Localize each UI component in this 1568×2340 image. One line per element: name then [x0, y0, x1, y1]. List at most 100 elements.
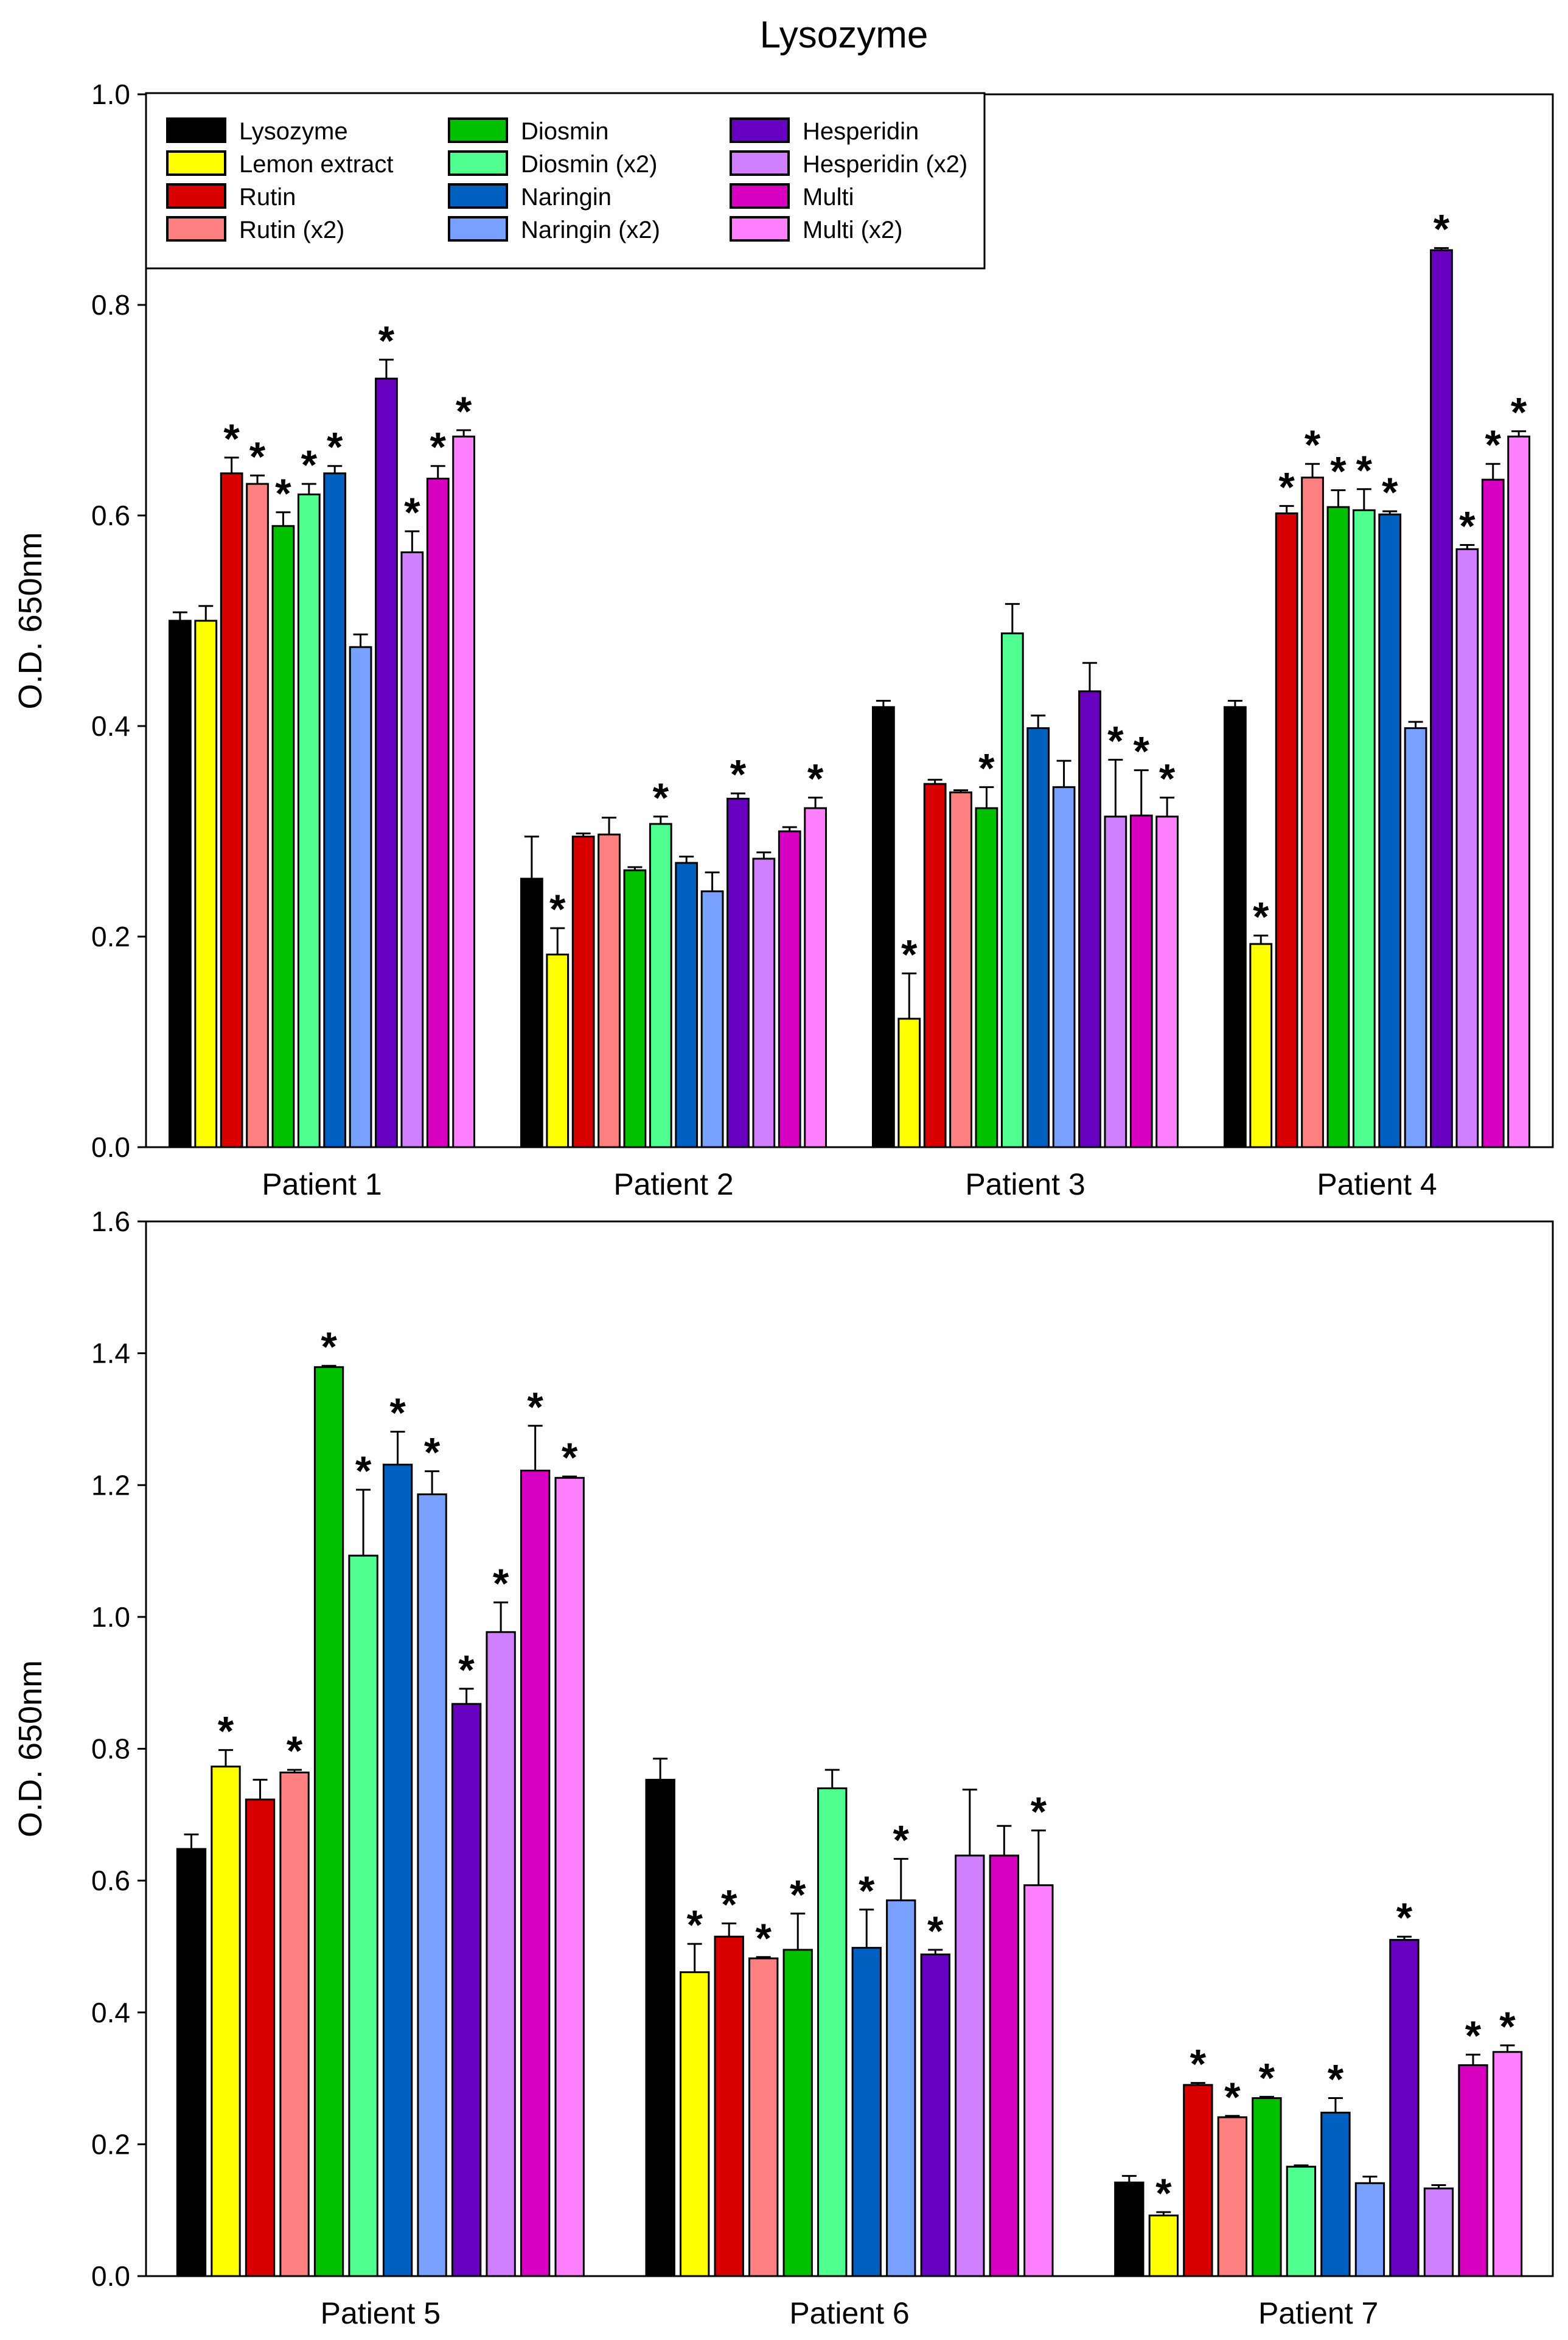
- bar-naringin: [1320, 2111, 1351, 2277]
- bar-lysozyme: [645, 1778, 675, 2277]
- bar-naringin-x2-: [1404, 727, 1427, 1148]
- bar-lysozyme: [1114, 2181, 1145, 2277]
- legend-swatch: [166, 150, 226, 176]
- bar-naringin: [851, 1947, 882, 2277]
- bar-rutin-x2-: [246, 483, 269, 1148]
- bar-diosmin: [623, 869, 647, 1148]
- significance-star: *: [1465, 2013, 1482, 2059]
- significance-star: *: [1134, 728, 1150, 775]
- bar-diosmin-x2-: [1286, 2165, 1317, 2277]
- legend-swatch: [730, 216, 790, 242]
- bar-hesperidin-x2-: [1104, 816, 1127, 1148]
- x-category-label: Patient 4: [1317, 1167, 1437, 1201]
- bar-rutin: [220, 472, 243, 1148]
- bar-naringin-x2-: [417, 1493, 447, 2277]
- significance-star: *: [755, 1915, 772, 1961]
- bar-diosmin-x2-: [1000, 632, 1024, 1148]
- significance-star: *: [1356, 447, 1373, 494]
- bar-hesperidin: [1389, 1939, 1420, 2277]
- bar-lemon-extract: [1148, 2214, 1179, 2277]
- bar-hesperidin-x2-: [752, 857, 776, 1148]
- significance-star: *: [1155, 2170, 1172, 2216]
- chart-title: Lysozyme: [760, 14, 929, 56]
- bar-hesperidin-x2-: [1423, 2187, 1454, 2277]
- bar-hesperidin-x2-: [955, 1854, 985, 2277]
- significance-star: *: [404, 489, 420, 536]
- significance-star: *: [721, 1882, 737, 1928]
- y-tick-label: 0.0: [91, 2260, 130, 2292]
- significance-star: *: [1434, 206, 1450, 253]
- legend-swatch: [166, 216, 226, 242]
- legend-swatch: [730, 183, 790, 209]
- significance-star: *: [493, 1560, 509, 1607]
- significance-star: *: [901, 932, 918, 978]
- bar-lemon-extract: [680, 1971, 710, 2277]
- bar-multi-x2-: [452, 435, 476, 1148]
- y-tick-label: 0.8: [91, 289, 130, 321]
- legend-label: Diosmin (x2): [521, 151, 657, 178]
- bar-rutin: [714, 1935, 744, 2277]
- significance-star: *: [327, 424, 343, 470]
- significance-star: *: [1382, 469, 1398, 515]
- legend: Lysozyme Lemon extract Rutin Rutin (x2) Dios…: [145, 92, 986, 270]
- bar-lysozyme: [168, 620, 192, 1148]
- legend-label: Naringin (x2): [521, 217, 660, 243]
- significance-star: *: [1107, 718, 1124, 764]
- bar-hesperidin: [920, 1953, 950, 2277]
- y-tick-label: 0.4: [91, 1997, 130, 2028]
- significance-star: *: [730, 752, 747, 798]
- bar-hesperidin-x2-: [1455, 548, 1479, 1148]
- legend-label: Hesperidin: [803, 118, 919, 145]
- bar-multi: [1481, 478, 1505, 1148]
- bar-lysozyme: [871, 706, 895, 1148]
- bar-hesperidin: [375, 377, 398, 1148]
- significance-star: *: [424, 1430, 441, 1476]
- bar-multi-x2-: [1492, 2051, 1523, 2277]
- bar-rutin-x2-: [1301, 477, 1324, 1148]
- bar-rutin-x2-: [748, 1957, 779, 2277]
- significance-star: *: [686, 1902, 703, 1948]
- y-tick-label: 0.4: [91, 710, 130, 742]
- bar-multi: [426, 477, 450, 1148]
- significance-star: *: [1278, 464, 1295, 510]
- significance-star: *: [978, 745, 995, 791]
- significance-star: *: [1224, 2074, 1241, 2120]
- significance-star: *: [218, 1708, 234, 1755]
- legend-label: Rutin: [239, 184, 296, 211]
- bar-naringin: [675, 862, 699, 1148]
- bar-multi-x2-: [1507, 435, 1531, 1148]
- bar-diosmin-x2-: [817, 1787, 848, 2277]
- bar-diosmin: [271, 525, 295, 1148]
- legend-swatch: [730, 117, 790, 143]
- bar-multi-x2-: [554, 1476, 585, 2277]
- significance-star: *: [549, 886, 566, 932]
- y-axis-label: O.D. 650nm: [12, 1660, 49, 1837]
- y-tick-label: 0.2: [91, 2128, 130, 2160]
- bar-hesperidin-x2-: [400, 551, 424, 1148]
- bar-multi: [520, 1469, 551, 2277]
- bar-rutin: [1183, 2084, 1213, 2277]
- bar-multi: [1129, 814, 1153, 1148]
- y-tick-label: 0.8: [91, 1733, 130, 1765]
- legend-box: [145, 92, 986, 270]
- bar-naringin: [382, 1464, 413, 2277]
- bar-lemon-extract: [1249, 943, 1273, 1148]
- bar-diosmin-x2-: [1352, 509, 1376, 1148]
- legend-swatch: [448, 216, 508, 242]
- y-tick-label: 0.0: [91, 1131, 130, 1163]
- legend-label: Hesperidin (x2): [803, 151, 967, 178]
- legend-swatch: [166, 117, 226, 143]
- significance-star: *: [1305, 422, 1321, 468]
- y-tick-label: 1.2: [91, 1469, 130, 1501]
- significance-star: *: [1330, 448, 1347, 494]
- significance-star: *: [287, 1728, 303, 1774]
- x-category-label: Patient 1: [262, 1167, 382, 1201]
- bar-naringin: [323, 472, 347, 1148]
- bar-lemon-extract: [546, 953, 570, 1148]
- significance-star: *: [355, 1448, 372, 1494]
- significance-star: *: [456, 388, 472, 435]
- y-tick-label: 1.6: [91, 1206, 130, 1237]
- x-category-label: Patient 3: [965, 1167, 1085, 1201]
